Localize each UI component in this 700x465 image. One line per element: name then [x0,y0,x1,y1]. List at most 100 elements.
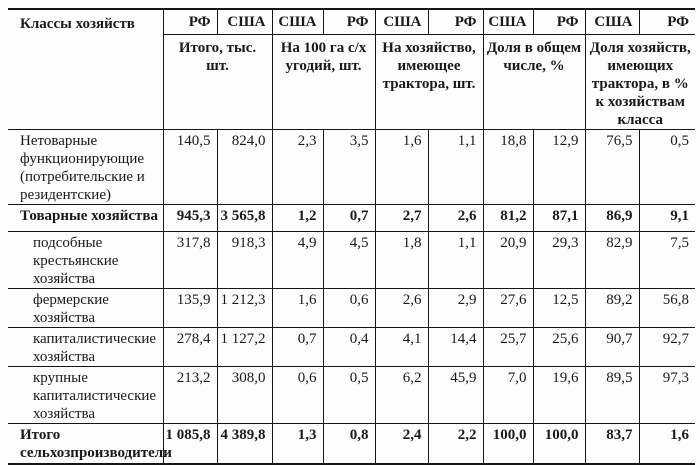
cell: 1,1 [427,230,483,288]
cell: 4 389,8 [216,422,272,464]
cell: 89,2 [584,287,639,327]
cell: 6,2 [374,365,428,423]
cell: 4,5 [322,230,375,288]
table-row: Нетоварные функционирующие (потребительс… [8,128,695,204]
cell: 92,7 [638,326,695,366]
cell: 76,5 [584,128,639,204]
cell: 3 565,8 [216,203,272,231]
cell: 12,5 [532,287,585,327]
cell: 1,8 [374,230,428,288]
cell: 3,5 [322,128,375,204]
cell: 27,6 [482,287,533,327]
farm-classes-statistics-table: Классы хозяйств РФ США США РФ США РФ США… [8,8,695,465]
cell: 2,6 [374,287,428,327]
cell: 945,3 [162,203,217,231]
cell: 19,6 [532,365,585,423]
cell: 1,2 [271,203,323,231]
cell: 7,0 [482,365,533,423]
cell: 824,0 [216,128,272,204]
country-header: США [271,9,323,35]
row-label: крупные капиталистические хозяйства [8,365,163,423]
cell: 2,3 [271,128,323,204]
cell: 18,8 [482,128,533,204]
cell: 1 212,3 [216,287,272,327]
cell: 278,4 [162,326,217,366]
cell: 20,9 [482,230,533,288]
country-header: РФ [322,9,375,35]
table-body: Нетоварные функционирующие (потребительс… [8,128,695,464]
cell: 135,9 [162,287,217,327]
cell: 25,7 [482,326,533,366]
country-header: РФ [427,9,483,35]
cell: 308,0 [216,365,272,423]
cell: 2,6 [427,203,483,231]
cell: 0,6 [271,365,323,423]
cell: 0,7 [322,203,375,231]
cell: 90,7 [584,326,639,366]
country-header: США [482,9,533,35]
table-row: крупные капиталистические хозяйства 213,… [8,365,695,423]
cell: 89,5 [584,365,639,423]
cell: 140,5 [162,128,217,204]
cell: 12,9 [532,128,585,204]
cell: 87,1 [532,203,585,231]
country-header: США [584,9,639,35]
country-header: РФ [532,9,585,35]
cell: 56,8 [638,287,695,327]
cell: 2,7 [374,203,428,231]
cell: 317,8 [162,230,217,288]
table-row: Итого сельхозпроизводители 1 085,8 4 389… [8,422,695,464]
cell: 1 127,2 [216,326,272,366]
corner-header: Классы хозяйств [8,9,164,129]
cell: 0,4 [322,326,375,366]
group-header-share-of-total: Доля в общем числе, % [482,34,585,129]
group-header-share-with-tractors: Доля хозяйств, имеющих трактора, в % к х… [584,34,695,129]
cell: 2,2 [427,422,483,464]
cell: 86,9 [584,203,639,231]
country-header: США [216,9,272,35]
cell: 0,8 [322,422,375,464]
cell: 0,5 [322,365,375,423]
country-header: РФ [162,9,217,35]
group-header-per-farm-with-tractors: На хозяйство, имеющее трактора, шт. [374,34,483,129]
cell: 97,3 [638,365,695,423]
row-label: Итого сельхозпроизводители [8,422,172,464]
cell: 213,2 [162,365,217,423]
cell: 29,3 [532,230,585,288]
cell: 2,9 [427,287,483,327]
cell: 14,4 [427,326,483,366]
group-header-total: Итого, тыс. шт. [162,34,272,129]
row-label: подсобные крестьянские хозяйства [8,230,163,288]
cell: 1,1 [427,128,483,204]
row-label: Нетоварные функционирующие (потребительс… [8,128,163,204]
country-header: РФ [638,9,695,35]
cell: 7,5 [638,230,695,288]
cell: 1,6 [271,287,323,327]
table-header: Классы хозяйств РФ США США РФ США РФ США… [8,9,695,129]
row-label: капиталистические хозяйства [8,326,163,366]
country-header: США [374,9,428,35]
row-label: фермерские хозяйства [8,287,163,327]
group-header-per-100ha: На 100 га с/х угодий, шт. [271,34,375,129]
table-row: Товарные хозяйства 945,3 3 565,8 1,2 0,7… [8,203,695,231]
table-row: капиталистические хозяйства 278,4 1 127,… [8,326,695,366]
cell: 0,6 [322,287,375,327]
cell: 82,9 [584,230,639,288]
cell: 100,0 [532,422,585,464]
row-label: Товарные хозяйства [8,203,163,231]
cell: 0,5 [638,128,695,204]
table-row: подсобные крестьянские хозяйства 317,8 9… [8,230,695,288]
cell: 1,6 [374,128,428,204]
cell: 0,7 [271,326,323,366]
cell: 45,9 [427,365,483,423]
cell: 4,1 [374,326,428,366]
cell: 4,9 [271,230,323,288]
cell: 81,2 [482,203,533,231]
cell: 1,6 [638,422,695,464]
cell: 1 085,8 [162,422,217,464]
cell: 9,1 [638,203,695,231]
table-row: фермерские хозяйства 135,9 1 212,3 1,6 0… [8,287,695,327]
cell: 1,3 [271,422,323,464]
cell: 918,3 [216,230,272,288]
cell: 2,4 [374,422,428,464]
